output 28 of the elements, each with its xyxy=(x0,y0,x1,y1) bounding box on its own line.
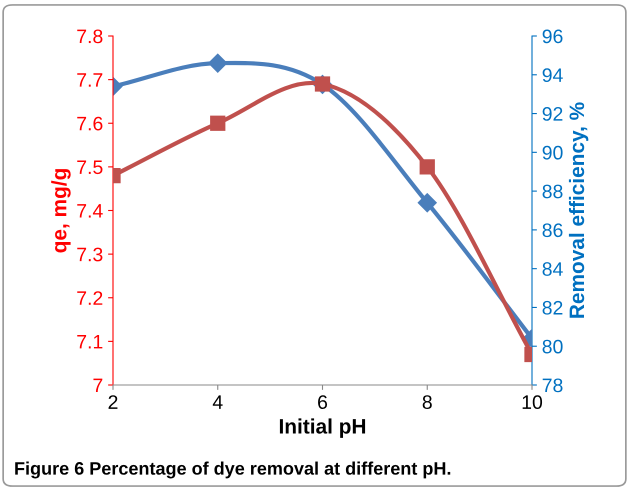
x-tick-label: 10 xyxy=(522,395,542,410)
y2-axis-title: Removal efficiency, % xyxy=(568,102,588,318)
y2-tick-label: 92 xyxy=(542,107,562,121)
y2-tick-label: 80 xyxy=(542,340,563,354)
y-tick-label: 7.8 xyxy=(77,29,102,44)
y-tick-label: 7 xyxy=(93,378,102,392)
y2-tick-label: 96 xyxy=(542,29,562,44)
y2-tick-label: 90 xyxy=(542,146,563,160)
y2-tick-label: 78 xyxy=(542,378,563,392)
y2-tick-label: 94 xyxy=(542,68,563,82)
y-tick-label: 7.1 xyxy=(77,335,102,348)
x-tick-label: 8 xyxy=(422,395,432,410)
caption: Figure 6 Percentage of dye removal at different pH. xyxy=(15,462,450,478)
y-tick-label: 7.7 xyxy=(77,73,102,87)
x-axis-title: Initial pH xyxy=(280,418,366,438)
y-axis-title: qe, mg/g xyxy=(51,169,71,252)
x-tick-label: 6 xyxy=(318,395,328,410)
y-tick-label: 7.3 xyxy=(77,248,102,262)
y2-tick-label: 88 xyxy=(542,184,563,198)
y-tick-label: 7.5 xyxy=(77,160,102,174)
y2-tick-label: 82 xyxy=(542,300,562,315)
y-tick-label: 7.4 xyxy=(77,204,103,218)
y2-tick-label: 86 xyxy=(542,223,562,238)
x-tick-label: 2 xyxy=(108,395,118,409)
y-tick-label: 7.6 xyxy=(77,116,102,130)
y-tick-label: 7.2 xyxy=(77,291,102,305)
x-tick-label: 4 xyxy=(212,395,223,409)
y2-tick-label: 84 xyxy=(542,262,563,276)
